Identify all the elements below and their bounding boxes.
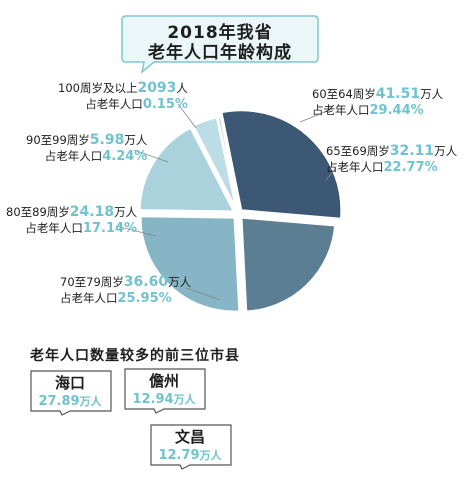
county-card-wenchang: 文昌 12.79万人 [150,424,232,470]
slice-share: 0.15% [142,97,188,112]
share-prefix: 占老年人口 [25,221,83,235]
county-value: 12.79万人 [150,447,230,463]
slice-unit: 万人 [420,87,444,101]
slice-share: 22.77% [383,160,438,175]
county-unit: 万人 [199,449,222,462]
county-number: 27.89 [38,394,80,409]
slice-unit: 万人 [434,144,458,158]
slice-value: 2093 [137,80,177,96]
label-60-64: 60至64周岁41.51万人 占老年人口29.44% [312,86,443,119]
slice-value: 24.18 [69,204,115,220]
chart-title-line1: 2018年我省 [167,23,273,43]
title-callout: 2018年我省 老年人口年龄构成 [120,14,320,74]
slice-value: 41.51 [375,86,421,102]
slice-60-64 [220,109,343,220]
county-card-danzhou: 儋州 12.94万人 [124,368,206,414]
leader-line [185,287,221,301]
slice-unit: 人 [176,81,188,95]
label-90-99: 90至99周岁5.98万人 占老年人口4.24% [26,132,147,165]
slice-share: 4.24% [102,149,148,164]
slice-label: 80至89周岁 [6,205,70,219]
label-70-79: 70至79周岁36.60万人 占老年人口25.95% [60,274,191,307]
county-name: 海口 [54,374,85,392]
counties-title: 老年人口数量较多的前三位市县 [30,348,240,364]
pie-chart [115,103,343,313]
county-unit: 万人 [79,395,102,408]
leader-line [325,167,337,181]
slice-share: 17.14% [82,221,138,236]
county-card-border [124,368,206,414]
slice-80-89 [138,126,236,213]
county-card-border [150,424,232,470]
slice-label: 70至79周岁 [60,275,124,289]
county-number: 12.94 [132,392,174,407]
slice-value: 36.60 [123,274,169,290]
label-65-69: 65至69周岁32.11万人 占老年人口22.77% [326,143,457,176]
slice-unit: 万人 [114,205,138,219]
slice-100-plus [216,115,239,210]
county-value: 12.94万人 [124,391,204,407]
leader-line [133,149,169,163]
slice-label: 100周岁及以上 [58,81,138,95]
share-prefix: 占老年人口 [60,291,118,305]
title-callout-border [121,15,319,74]
share-prefix: 占老年人口 [85,97,143,111]
slice-share: 29.44% [369,103,424,118]
county-number: 12.79 [158,448,200,463]
chart-title-line2: 老年人口年龄构成 [148,43,292,63]
slice-value: 5.98 [89,132,125,148]
county-card-haikou: 海口 27.89万人 [30,370,112,416]
leader-line [177,103,197,129]
slice-value: 32.11 [389,143,435,159]
label-80-89: 80至89周岁24.18万人 占老年人口17.14% [6,204,137,237]
slice-label: 65至69周岁 [326,144,390,158]
county-value: 27.89万人 [30,393,110,409]
label-100-plus: 100周岁及以上2093人 占老年人口0.15% [58,80,188,113]
county-name: 文昌 [174,428,205,446]
share-prefix: 占老年人口 [312,103,370,117]
county-unit: 万人 [173,393,196,406]
slice-label: 90至99周岁 [26,133,90,147]
leader-line [299,109,331,123]
county-name: 儋州 [148,372,179,390]
slice-label: 60至64周岁 [312,87,376,101]
slice-share: 25.95% [117,291,172,306]
share-prefix: 占老年人口 [44,149,103,163]
county-card-border [30,370,112,416]
slice-70-79 [139,215,241,313]
slice-65-69 [240,216,337,313]
slice-unit: 万人 [168,275,192,289]
share-prefix: 占老年人口 [326,160,384,174]
leader-line [115,225,157,237]
slice-unit: 万人 [124,133,148,147]
